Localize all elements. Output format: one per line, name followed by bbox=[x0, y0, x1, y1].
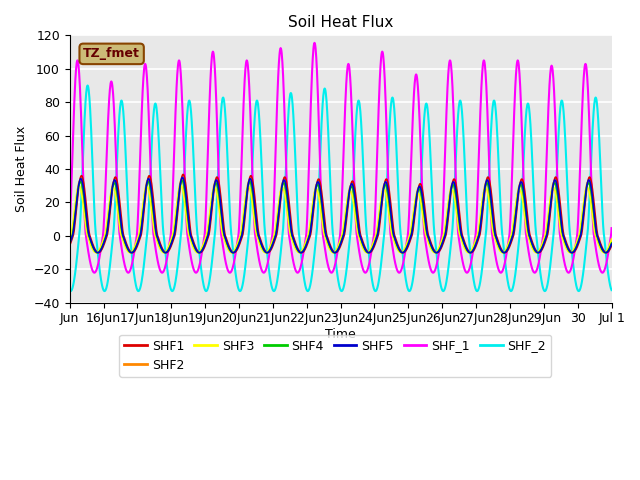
Title: Soil Heat Flux: Soil Heat Flux bbox=[288, 15, 394, 30]
Text: TZ_fmet: TZ_fmet bbox=[83, 48, 140, 60]
X-axis label: Time: Time bbox=[325, 328, 356, 341]
Legend: SHF1, SHF2, SHF3, SHF4, SHF5, SHF_1, SHF_2: SHF1, SHF2, SHF3, SHF4, SHF5, SHF_1, SHF… bbox=[119, 335, 551, 377]
Y-axis label: Soil Heat Flux: Soil Heat Flux bbox=[15, 126, 28, 212]
